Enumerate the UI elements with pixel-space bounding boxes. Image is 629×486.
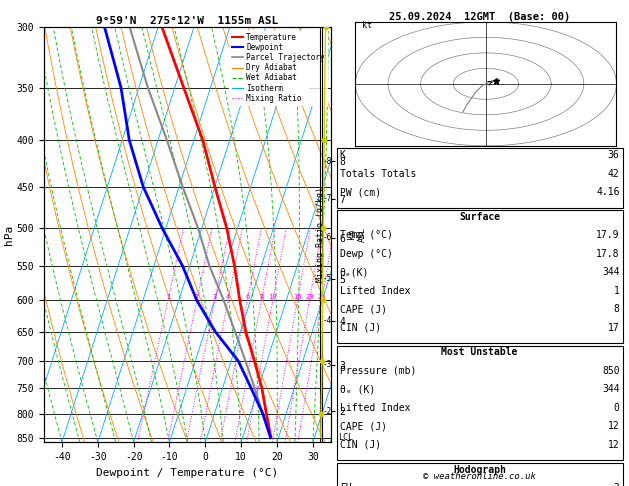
Text: -3: -3 [322,361,331,369]
Text: 1: 1 [165,294,170,300]
Text: 20: 20 [305,294,314,300]
Text: 16: 16 [293,294,302,300]
Text: 1: 1 [614,286,620,296]
Text: Most Unstable: Most Unstable [442,347,518,358]
Text: CAPE (J): CAPE (J) [340,304,387,314]
Text: 12: 12 [608,421,620,432]
Text: © weatheronline.co.uk: © weatheronline.co.uk [423,472,536,481]
X-axis label: Dewpoint / Temperature (°C): Dewpoint / Temperature (°C) [96,468,279,478]
Text: Totals Totals: Totals Totals [340,169,416,179]
Legend: Temperature, Dewpoint, Parcel Trajectory, Dry Adiabat, Wet Adiabat, Isotherm, Mi: Temperature, Dewpoint, Parcel Trajectory… [229,31,327,105]
Text: -3: -3 [608,483,620,486]
Text: Pressure (mb): Pressure (mb) [340,366,416,376]
Text: 36: 36 [608,150,620,160]
Text: Lifted Index: Lifted Index [340,286,410,296]
Text: 4: 4 [226,294,230,300]
Text: Dewp (°C): Dewp (°C) [340,249,392,259]
Text: EH: EH [340,483,352,486]
Text: 8: 8 [259,294,264,300]
Text: -5: -5 [322,274,331,283]
Text: -4: -4 [322,316,331,325]
Text: 17.8: 17.8 [596,249,620,259]
Text: -2: -2 [322,407,331,416]
Text: 2: 2 [195,294,199,300]
Text: 850: 850 [602,366,620,376]
Text: -7: -7 [322,194,331,203]
Text: θₑ (K): θₑ (K) [340,384,375,395]
Text: CAPE (J): CAPE (J) [340,421,387,432]
Text: -8: -8 [322,157,331,166]
Text: Hodograph: Hodograph [453,465,506,475]
Text: LCL: LCL [338,433,353,442]
Text: 42: 42 [608,169,620,179]
Title: 9°59'N  275°12'W  1155m ASL: 9°59'N 275°12'W 1155m ASL [96,16,279,26]
Text: 6: 6 [245,294,250,300]
Text: 17.9: 17.9 [596,230,620,241]
Text: kt: kt [362,21,372,30]
Text: θₑ(K): θₑ(K) [340,267,369,278]
Text: Mixing Ratio (g/kg): Mixing Ratio (g/kg) [316,187,325,282]
Text: 25: 25 [318,294,326,300]
Text: 344: 344 [602,384,620,395]
Text: 25.09.2024  12GMT  (Base: 00): 25.09.2024 12GMT (Base: 00) [389,12,571,22]
Text: -6: -6 [322,233,331,242]
Text: K: K [340,150,345,160]
Text: PW (cm): PW (cm) [340,187,381,197]
Text: 344: 344 [602,267,620,278]
Text: 10: 10 [269,294,277,300]
Text: 8: 8 [614,304,620,314]
Text: Lifted Index: Lifted Index [340,403,410,413]
Text: 3: 3 [213,294,217,300]
Text: 12: 12 [608,440,620,450]
Text: CIN (J): CIN (J) [340,440,381,450]
Text: 0: 0 [614,403,620,413]
Y-axis label: hPa: hPa [4,225,14,244]
Y-axis label: km
ASL: km ASL [347,227,367,242]
Text: 4.16: 4.16 [596,187,620,197]
Text: Surface: Surface [459,212,500,222]
Text: Temp (°C): Temp (°C) [340,230,392,241]
Text: 17: 17 [608,323,620,333]
Text: CIN (J): CIN (J) [340,323,381,333]
